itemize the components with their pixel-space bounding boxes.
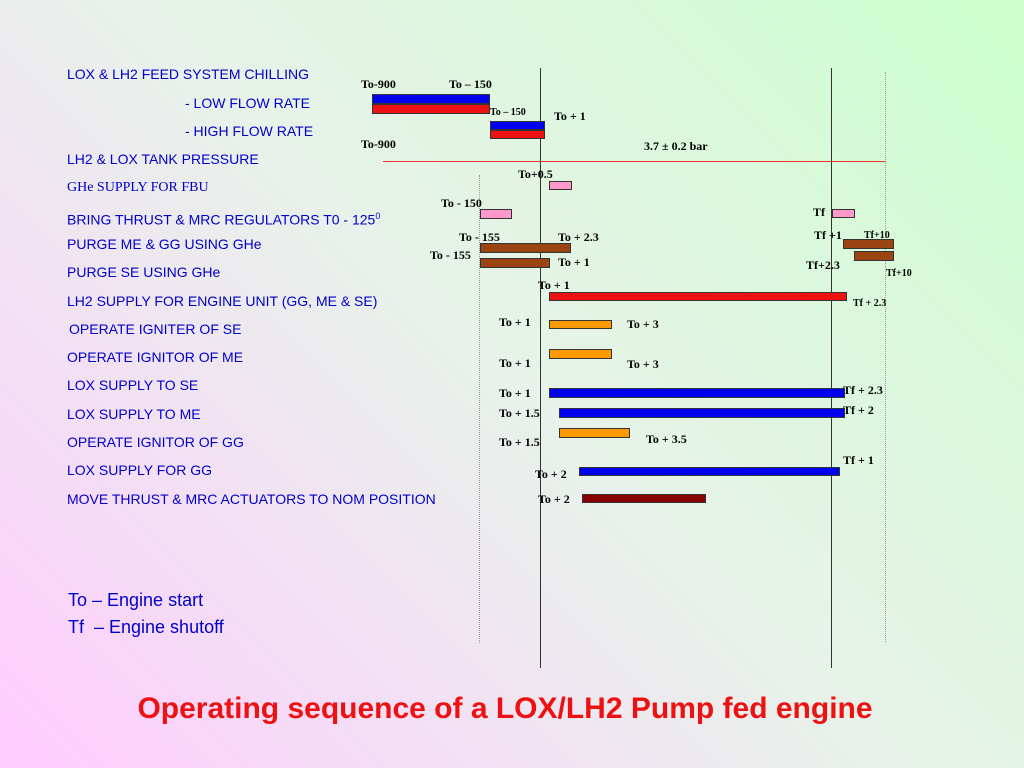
tank-pressure-line <box>383 161 885 162</box>
legend-engine-start: To – Engine start <box>68 590 204 610</box>
bar-ghe-supply-fbu <box>549 181 572 190</box>
bar-igniter-se <box>549 320 612 329</box>
row-label-igniter-se: OPERATE IGNITER OF SE <box>69 321 242 337</box>
bar-ignitor-gg <box>559 428 630 438</box>
annotation-label: To + 2.3 <box>558 230 599 244</box>
row-label-purge-se: PURGE SE USING GHe <box>67 264 221 280</box>
annotation-label: To + 3 <box>627 357 659 371</box>
annotation-label: To + 1.5 <box>499 406 540 420</box>
row-label-move-actuators: MOVE THRUST & MRC ACTUATORS TO NOM POSIT… <box>67 491 436 507</box>
row-label-ghe-supply-fbu: GHe SUPPLY FOR FBU <box>67 180 209 195</box>
row-label-lox-supply-se: LOX SUPPLY TO SE <box>67 377 199 393</box>
row-label-thrust-regulators-text: BRING THRUST & MRC REGULATORS T0 - 125 <box>67 211 376 228</box>
engine-shutoff-line <box>831 68 832 668</box>
row-label-high-flow-rate: - HIGH FLOW RATE <box>185 123 314 139</box>
row-label-lox-supply-me: LOX SUPPLY TO ME <box>67 406 201 422</box>
legend-engine-shutoff: Tf – Engine shutoff <box>68 617 224 637</box>
bar-lox-supply-se <box>549 388 845 398</box>
dotted-guide-left <box>479 175 480 643</box>
annotation-label: To + 1.5 <box>499 435 540 449</box>
bar-purge-se <box>480 258 550 268</box>
slide-title: Operating sequence of a LOX/LH2 Pump fed… <box>137 692 873 725</box>
row-label-tank-pressure: LH2 & LOX TANK PRESSURE <box>67 151 259 167</box>
bar-lh2-supply <box>549 292 847 301</box>
row-label-feed-chilling: LOX & LH2 FEED SYSTEM CHILLING <box>67 66 309 82</box>
bar-low-flow-red <box>372 104 490 114</box>
annotation-label: To + 1 <box>558 255 590 269</box>
annotation-label: To + 2 <box>538 492 570 506</box>
annotation-label: To + 1 <box>499 386 531 400</box>
bar-lox-supply-gg <box>579 467 840 476</box>
bar-low-flow-blue <box>372 94 490 104</box>
annotation-label: Tf + 2.3 <box>843 383 883 397</box>
annotation-label: Tf +1 <box>814 228 842 242</box>
annotation-label: To + 3.5 <box>646 432 687 446</box>
annotation-label: To – 150 <box>449 77 492 91</box>
bar-high-flow-blue <box>490 121 545 130</box>
annotation-label: To - 150 <box>441 196 482 210</box>
annotation-label: Tf+10 <box>864 230 890 241</box>
bar-purge-me-gg <box>480 243 571 253</box>
row-label-thrust-regulators: BRING THRUST & MRC REGULATORS T0 - 1250 <box>67 208 380 228</box>
annotation-label: Tf + 1 <box>843 453 874 467</box>
bar-purge-se-tf <box>854 251 894 261</box>
row-label-lh2-supply: LH2 SUPPLY FOR ENGINE UNIT (GG, ME & SE) <box>67 293 378 309</box>
annotation-label: To-900 <box>361 77 396 91</box>
annotation-label: To + 3 <box>627 317 659 331</box>
bar-lox-supply-me <box>559 408 845 418</box>
row-label-purge-me-gg: PURGE ME & GG USING GHe <box>67 236 262 252</box>
annotation-label: To + 1 <box>554 109 586 123</box>
annotation-label: To+0.5 <box>518 167 553 181</box>
bar-purge-me-gg-tf <box>843 239 894 249</box>
row-label-lox-supply-gg: LOX SUPPLY FOR GG <box>67 462 212 478</box>
degree-superscript: 0 <box>375 211 381 221</box>
annotation-label: To + 1 <box>499 356 531 370</box>
annotation-label: Tf+10 <box>886 268 912 279</box>
annotation-label: Tf <box>813 205 825 219</box>
row-label-ignitor-gg: OPERATE IGNITOR OF GG <box>67 434 244 450</box>
annotation-label: To + 1 <box>538 278 570 292</box>
row-label-ignitor-me: OPERATE IGNITOR OF ME <box>67 349 244 365</box>
bar-thrust-regulators-tf <box>832 209 855 218</box>
annotation-label: To - 155 <box>430 248 471 262</box>
annotation-label: To - 155 <box>459 230 500 244</box>
bar-move-actuators <box>582 494 706 503</box>
annotation-label: 3.7 ± 0.2 bar <box>644 139 708 153</box>
annotation-label: To + 2 <box>535 467 567 481</box>
annotation-label: Tf + 2.3 <box>853 298 887 309</box>
bar-high-flow-red <box>490 130 545 139</box>
engine-start-line <box>540 68 541 668</box>
bar-ignitor-me <box>549 349 612 359</box>
annotation-label: To – 150 <box>490 107 526 118</box>
bar-thrust-regulators <box>480 209 512 219</box>
annotation-label: To + 1 <box>499 315 531 329</box>
row-label-low-flow-rate: - LOW FLOW RATE <box>185 95 310 111</box>
annotation-label: Tf+2.3 <box>806 258 840 272</box>
annotation-label: Tf + 2 <box>843 403 874 417</box>
dotted-guide-right <box>885 72 886 642</box>
annotation-label: To-900 <box>361 137 396 151</box>
